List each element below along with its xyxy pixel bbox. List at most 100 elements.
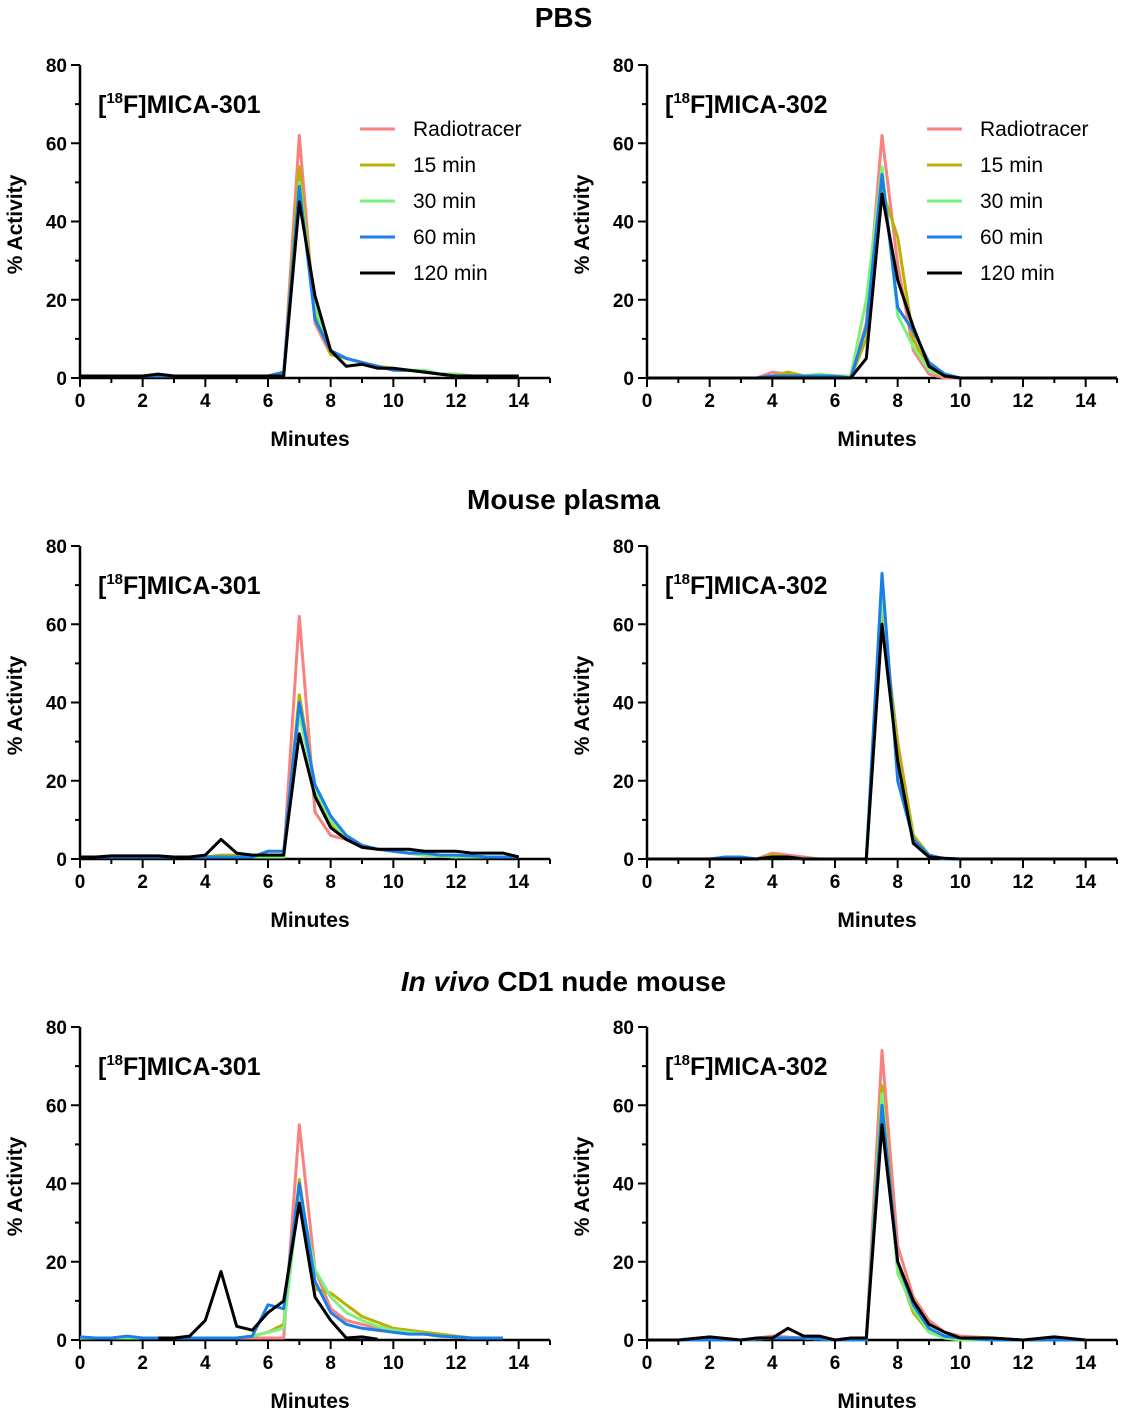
y-tick-label: 40 <box>46 213 67 234</box>
x-tick-label: 12 <box>1012 1353 1033 1374</box>
panel-title-prefix: [ <box>98 91 107 119</box>
x-tick-label: 6 <box>830 1353 841 1374</box>
x-tick-label: 12 <box>445 872 466 893</box>
y-tick-label: 80 <box>613 56 634 77</box>
x-tick-label: 10 <box>383 391 404 412</box>
panel-title-superscript: 18 <box>673 1052 690 1069</box>
y-tick-label: 60 <box>46 1096 67 1117</box>
y-tick-label: 60 <box>46 134 67 155</box>
panel-title-prefix: [ <box>665 91 674 119</box>
x-tick-label: 0 <box>75 391 86 412</box>
series-line-15-min <box>647 1084 1086 1342</box>
legend-label: Radiotracer <box>413 118 522 141</box>
series-line-radiotracer <box>647 614 1086 861</box>
x-tick-label: 4 <box>767 872 778 893</box>
x-tick-label: 0 <box>642 1353 653 1374</box>
x-axis-title: Minutes <box>270 909 349 932</box>
series-line-120-min <box>80 200 519 378</box>
y-tick-label: 80 <box>46 56 67 77</box>
x-tick-label: 12 <box>445 1353 466 1374</box>
panel-title-prefix: [ <box>665 1053 674 1081</box>
x-axis-title: Minutes <box>837 1390 916 1413</box>
x-tick-label: 10 <box>950 1353 971 1374</box>
x-tick-label: 0 <box>642 872 653 893</box>
panel-title: [18F]MICA-302 <box>665 1052 828 1081</box>
x-tick-label: 0 <box>75 872 86 893</box>
section-title-italic: In vivo <box>400 966 490 997</box>
y-tick-label: 20 <box>46 772 67 793</box>
series-line-30-min <box>647 591 1086 861</box>
y-axis-title: % Activity <box>4 174 27 274</box>
panel-title-superscript: 18 <box>106 90 123 107</box>
x-tick-label: 4 <box>200 391 211 412</box>
x-tick-label: 2 <box>704 391 715 412</box>
section-title-text: Mouse plasma <box>467 484 660 515</box>
panel-title-superscript: 18 <box>106 1052 123 1069</box>
y-axis-title: % Activity <box>571 174 594 274</box>
y-tick-label: 20 <box>613 1253 634 1274</box>
x-tick-label: 12 <box>1012 391 1033 412</box>
x-tick-label: 8 <box>325 391 336 412</box>
y-tick-label: 60 <box>613 615 634 636</box>
panel-title-superscript: 18 <box>673 90 690 107</box>
x-tick-label: 14 <box>508 872 530 893</box>
panel-title-main: F]MICA-302 <box>690 91 828 119</box>
series-line-120-min <box>647 192 1117 380</box>
legend-label: 120 min <box>980 262 1055 285</box>
y-tick-label: 40 <box>613 213 634 234</box>
panel-title: [18F]MICA-302 <box>665 90 828 119</box>
panel-title-main: F]MICA-302 <box>690 1053 828 1081</box>
x-axis-title: Minutes <box>270 1390 349 1413</box>
x-tick-label: 4 <box>200 1353 211 1374</box>
y-tick-label: 60 <box>46 615 67 636</box>
x-tick-label: 14 <box>508 391 530 412</box>
y-tick-label: 0 <box>623 1331 634 1352</box>
y-tick-label: 0 <box>56 369 67 390</box>
panel-title-superscript: 18 <box>673 571 690 588</box>
panel-title-main: F]MICA-301 <box>123 91 261 119</box>
panel-title: [18F]MICA-301 <box>98 1052 261 1081</box>
x-axis-title: Minutes <box>837 909 916 932</box>
x-tick-label: 14 <box>508 1353 530 1374</box>
chart-panel-6: 0 20 40 60 80 0 2 4 6 8 10 12 14 Minutes % Activity [18… <box>571 1018 1118 1413</box>
x-tick-label: 0 <box>642 391 653 412</box>
panel-title-main: F]MICA-301 <box>123 1053 261 1081</box>
y-tick-label: 20 <box>613 291 634 312</box>
x-tick-label: 2 <box>704 1353 715 1374</box>
panel-title: [18F]MICA-301 <box>98 90 261 119</box>
x-tick-label: 10 <box>950 391 971 412</box>
x-tick-label: 6 <box>263 872 274 893</box>
y-tick-label: 20 <box>46 291 67 312</box>
legend-label: 15 min <box>413 154 476 177</box>
x-tick-label: 8 <box>892 391 903 412</box>
y-axis-title: % Activity <box>571 655 594 755</box>
legend-label: Radiotracer <box>980 118 1089 141</box>
x-tick-label: 4 <box>767 1353 778 1374</box>
y-tick-label: 0 <box>56 850 67 871</box>
x-axis-title: Minutes <box>837 428 916 451</box>
x-tick-label: 8 <box>892 1353 903 1374</box>
x-tick-label: 8 <box>892 872 903 893</box>
y-axis-title: % Activity <box>4 1136 27 1236</box>
x-tick-label: 10 <box>383 1353 404 1374</box>
y-tick-label: 80 <box>613 537 634 558</box>
x-tick-label: 14 <box>1075 1353 1097 1374</box>
series-line-60-min <box>647 1103 1086 1342</box>
x-tick-label: 8 <box>325 1353 336 1374</box>
chart-panel-5: 0 20 40 60 80 0 2 4 6 8 10 12 14 Minutes % Activity [18… <box>4 1018 551 1413</box>
section-title-pbs: PBS <box>0 2 1127 34</box>
panel-title-main: F]MICA-301 <box>123 572 261 600</box>
panel-title-prefix: [ <box>98 572 107 600</box>
section-title-text: PBS <box>534 2 593 33</box>
x-tick-label: 6 <box>830 872 841 893</box>
y-tick-label: 0 <box>623 369 634 390</box>
panel-title-main: F]MICA-302 <box>690 572 828 600</box>
x-tick-label: 8 <box>325 872 336 893</box>
legend-label: 15 min <box>980 154 1043 177</box>
section-title-mouse-plasma: Mouse plasma <box>0 484 1127 516</box>
series-line-120-min <box>80 732 520 859</box>
x-tick-label: 14 <box>1075 872 1097 893</box>
x-tick-label: 12 <box>445 391 466 412</box>
chart-panel-4: 0 20 40 60 80 0 2 4 6 8 10 12 14 Minutes % Activity [18… <box>571 537 1118 932</box>
